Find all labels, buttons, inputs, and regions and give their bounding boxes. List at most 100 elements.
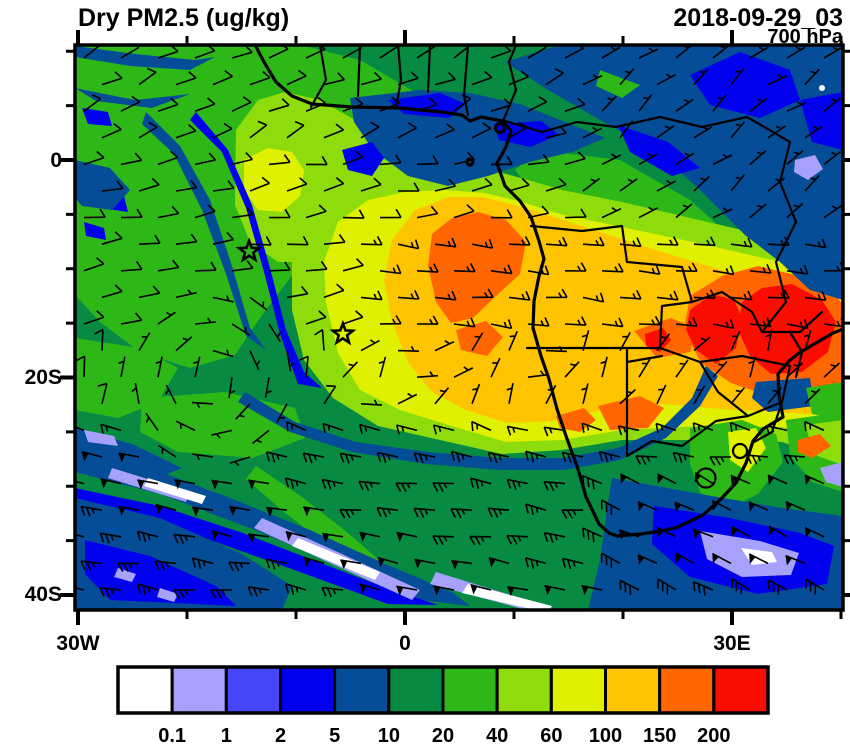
wind-barb <box>749 97 768 112</box>
wind-barb <box>619 289 642 300</box>
wind-barb-pennant <box>248 534 256 544</box>
wind-barb <box>712 265 735 276</box>
wind-barb <box>543 481 566 492</box>
wind-barb <box>378 356 387 378</box>
wind-barb <box>286 421 307 432</box>
wind-barb <box>99 587 122 598</box>
wind-barb <box>712 94 727 112</box>
wind-barb <box>83 310 105 325</box>
wind-barb <box>299 355 309 378</box>
wind-barb <box>212 122 233 139</box>
wind-barb <box>638 315 661 326</box>
wind-barb-pennant <box>211 480 219 490</box>
wind-barb <box>191 401 214 409</box>
wind-barb-pennant <box>731 526 738 537</box>
colorbar-label: 20 <box>432 725 454 747</box>
wind-barbs <box>75 45 843 599</box>
wind-barb <box>175 179 198 192</box>
lon-axis-label-0: 0 <box>399 632 411 655</box>
axis-ticks <box>60 30 850 625</box>
wind-barb <box>231 96 252 112</box>
wind-barb <box>359 531 381 538</box>
wind-barb <box>395 482 418 492</box>
wind-barb <box>692 581 714 596</box>
wind-barb <box>138 67 157 86</box>
wind-barb <box>617 425 640 436</box>
colorbar-cell <box>116 665 174 715</box>
wind-barb <box>323 384 337 405</box>
wind-barb <box>564 262 587 272</box>
wind-barb <box>194 317 216 325</box>
wind-barb <box>488 556 510 565</box>
wind-barb-pennant <box>768 526 775 537</box>
wind-barb <box>173 533 196 545</box>
wind-barb <box>379 154 402 166</box>
wind-barb <box>434 290 457 301</box>
wind-barb <box>693 236 716 247</box>
wind-barb <box>75 355 86 378</box>
wind-barb <box>524 557 547 569</box>
wind-barb <box>564 316 587 326</box>
wind-barb <box>581 422 603 433</box>
wind-barb <box>94 328 104 351</box>
wind-barb <box>469 535 492 546</box>
wind-barb <box>231 206 254 219</box>
wind-barb <box>730 290 753 301</box>
wind-barb <box>138 234 161 245</box>
wind-barb <box>601 263 624 273</box>
wind-barb <box>712 207 733 219</box>
wind-barb <box>730 174 745 192</box>
wind-barb <box>600 499 621 515</box>
wind-barb <box>582 126 603 139</box>
wind-barb <box>564 151 586 166</box>
wind-barb <box>656 236 679 246</box>
wind-barb-pennant <box>470 584 478 595</box>
wind-barb <box>194 261 217 272</box>
wind-barb <box>525 450 547 463</box>
wind-barb <box>471 420 492 432</box>
wind-barb <box>746 454 769 465</box>
wind-barb <box>174 479 196 485</box>
wind-barb <box>786 46 806 59</box>
wind-barb <box>767 579 788 595</box>
wind-barb <box>321 586 344 598</box>
wind-barb-pennant <box>322 533 330 543</box>
wind-barb <box>228 561 251 572</box>
coastlines <box>253 45 843 538</box>
wind-barb <box>286 69 307 86</box>
island-outline <box>493 121 507 135</box>
wind-barb <box>508 70 529 86</box>
colorbar-cell <box>549 665 607 715</box>
wind-barb <box>508 330 518 351</box>
wind-barb <box>749 203 767 219</box>
wind-barb <box>730 387 746 405</box>
wind-barb <box>416 263 439 273</box>
wind-barb <box>323 123 344 139</box>
wind-barb <box>395 424 418 435</box>
wind-barb <box>416 205 439 219</box>
wind-barb <box>211 479 233 485</box>
wind-barb <box>508 177 530 192</box>
wind-barb-pennant <box>118 506 126 516</box>
colorbar-label: 10 <box>378 725 400 747</box>
wind-barb <box>194 152 217 166</box>
wind-barb <box>175 124 197 139</box>
wind-barb <box>543 532 566 544</box>
wind-barb <box>729 421 751 433</box>
colorbar-label: 2 <box>275 725 286 747</box>
pressure-level-label: 700 hPa <box>767 26 843 48</box>
wind-barb <box>81 450 103 458</box>
wind-barb-pennant <box>675 553 682 564</box>
wind-barb <box>228 377 236 399</box>
wind-barb <box>451 559 473 565</box>
wind-barb <box>376 507 399 518</box>
wind-barb <box>342 310 364 325</box>
wind-barb <box>432 535 455 546</box>
wind-barb <box>657 578 677 595</box>
wind-barb <box>379 264 402 275</box>
wind-barb <box>804 125 823 139</box>
wind-barb-pennant <box>174 479 182 490</box>
wind-barb-pennant <box>804 475 812 485</box>
wind-barb <box>131 382 140 404</box>
